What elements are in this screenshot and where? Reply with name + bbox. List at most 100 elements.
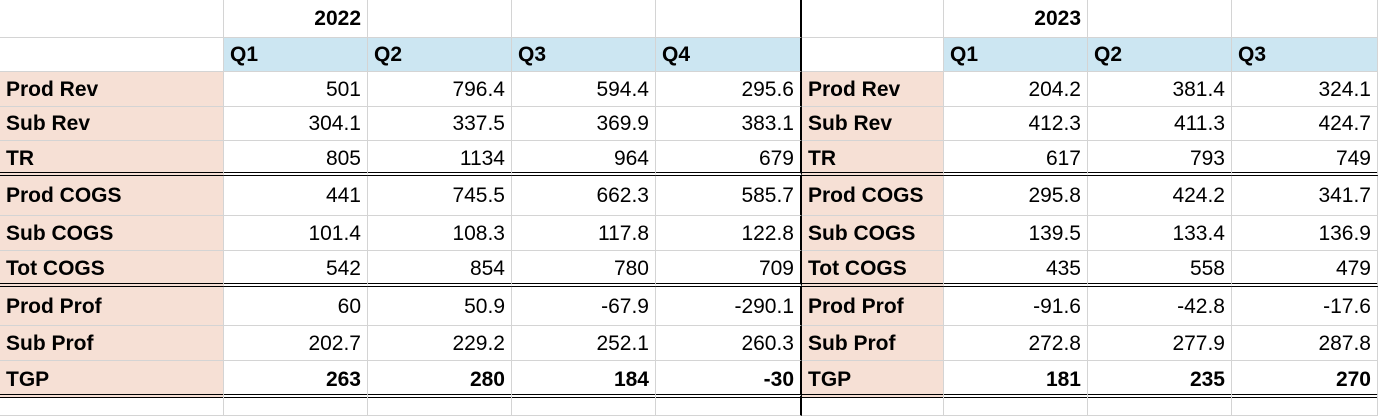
left-row-label[interactable]: Prod Prof: [0, 287, 224, 326]
right-value-cell[interactable]: 749: [1232, 141, 1378, 176]
left-value-cell[interactable]: 60: [224, 287, 368, 326]
right-value-cell[interactable]: 181: [944, 361, 1088, 398]
left-value-cell[interactable]: 709: [656, 251, 802, 287]
right-quarter-header[interactable]: Q2: [1088, 38, 1232, 72]
left-value-cell[interactable]: -67.9: [512, 287, 656, 326]
left-value-cell[interactable]: 1134: [368, 141, 512, 176]
left-quarter-header[interactable]: Q3: [512, 38, 656, 72]
right-value-cell[interactable]: 435: [944, 251, 1088, 287]
right-quarter-header[interactable]: Q3: [1232, 38, 1378, 72]
left-cell[interactable]: [0, 38, 224, 72]
right-cell[interactable]: [1232, 0, 1378, 38]
right-year-header[interactable]: 2023: [944, 0, 1088, 38]
left-value-cell[interactable]: 796.4: [368, 72, 512, 107]
left-value-cell[interactable]: 295.6: [656, 72, 802, 107]
right-value-cell[interactable]: 381.4: [1088, 72, 1232, 107]
left-value-cell[interactable]: 252.1: [512, 326, 656, 361]
left-value-cell[interactable]: 441: [224, 176, 368, 216]
right-value-cell[interactable]: 235: [1088, 361, 1232, 398]
left-value-cell[interactable]: 184: [512, 361, 656, 398]
right-value-cell[interactable]: 411.3: [1088, 107, 1232, 141]
left-row-label[interactable]: Sub COGS: [0, 216, 224, 251]
right-value-cell[interactable]: 295.8: [944, 176, 1088, 216]
left-year-header[interactable]: 2022: [224, 0, 368, 38]
right-value-cell[interactable]: 341.7: [1232, 176, 1378, 216]
right-value-cell[interactable]: 204.2: [944, 72, 1088, 107]
right-value-cell[interactable]: 272.8: [944, 326, 1088, 361]
right-row-label[interactable]: Prod Rev: [802, 72, 944, 107]
left-value-cell[interactable]: 108.3: [368, 216, 512, 251]
left-quarter-header[interactable]: Q4: [656, 38, 802, 72]
right-empty-cell[interactable]: [1232, 396, 1378, 416]
right-row-label[interactable]: TGP: [802, 361, 944, 398]
left-row-label[interactable]: Prod Rev: [0, 72, 224, 107]
right-value-cell[interactable]: 324.1: [1232, 72, 1378, 107]
left-value-cell[interactable]: 280: [368, 361, 512, 398]
right-cell[interactable]: [1088, 0, 1232, 38]
right-row-label[interactable]: TR: [802, 141, 944, 176]
left-value-cell[interactable]: 805: [224, 141, 368, 176]
left-row-label[interactable]: Sub Rev: [0, 107, 224, 141]
left-row-label[interactable]: Tot COGS: [0, 251, 224, 287]
left-value-cell[interactable]: 662.3: [512, 176, 656, 216]
left-cell[interactable]: [368, 0, 512, 38]
left-value-cell[interactable]: 260.3: [656, 326, 802, 361]
left-value-cell[interactable]: 542: [224, 251, 368, 287]
left-row-label[interactable]: Sub Prof: [0, 326, 224, 361]
right-empty-cell[interactable]: [802, 396, 944, 416]
right-empty-cell[interactable]: [1088, 396, 1232, 416]
left-cell[interactable]: [0, 0, 224, 38]
left-empty-cell[interactable]: [512, 396, 656, 416]
left-value-cell[interactable]: 50.9: [368, 287, 512, 326]
left-value-cell[interactable]: -290.1: [656, 287, 802, 326]
left-row-label[interactable]: TR: [0, 141, 224, 176]
right-row-label[interactable]: Sub Rev: [802, 107, 944, 141]
left-row-label[interactable]: TGP: [0, 361, 224, 398]
left-value-cell[interactable]: 383.1: [656, 107, 802, 141]
right-value-cell[interactable]: -42.8: [1088, 287, 1232, 326]
right-value-cell[interactable]: 424.2: [1088, 176, 1232, 216]
left-empty-cell[interactable]: [224, 396, 368, 416]
left-value-cell[interactable]: 964: [512, 141, 656, 176]
right-value-cell[interactable]: 479: [1232, 251, 1378, 287]
left-empty-cell[interactable]: [656, 396, 802, 416]
left-cell[interactable]: [656, 0, 802, 38]
left-value-cell[interactable]: 745.5: [368, 176, 512, 216]
left-empty-cell[interactable]: [368, 396, 512, 416]
right-empty-cell[interactable]: [944, 396, 1088, 416]
left-value-cell[interactable]: 117.8: [512, 216, 656, 251]
right-row-label[interactable]: Prod COGS: [802, 176, 944, 216]
right-value-cell[interactable]: 617: [944, 141, 1088, 176]
left-value-cell[interactable]: 780: [512, 251, 656, 287]
right-value-cell[interactable]: 287.8: [1232, 326, 1378, 361]
left-quarter-header[interactable]: Q1: [224, 38, 368, 72]
right-value-cell[interactable]: 270: [1232, 361, 1378, 398]
left-value-cell[interactable]: 202.7: [224, 326, 368, 361]
left-row-label[interactable]: Prod COGS: [0, 176, 224, 216]
left-value-cell[interactable]: 304.1: [224, 107, 368, 141]
left-cell[interactable]: [512, 0, 656, 38]
right-quarter-header[interactable]: Q1: [944, 38, 1088, 72]
left-value-cell[interactable]: 229.2: [368, 326, 512, 361]
left-empty-cell[interactable]: [0, 396, 224, 416]
left-value-cell[interactable]: 854: [368, 251, 512, 287]
right-row-label[interactable]: Sub COGS: [802, 216, 944, 251]
left-value-cell[interactable]: -30: [656, 361, 802, 398]
right-row-label[interactable]: Tot COGS: [802, 251, 944, 287]
left-value-cell[interactable]: 369.9: [512, 107, 656, 141]
right-value-cell[interactable]: -91.6: [944, 287, 1088, 326]
left-value-cell[interactable]: 679: [656, 141, 802, 176]
left-value-cell[interactable]: 263: [224, 361, 368, 398]
right-value-cell[interactable]: 412.3: [944, 107, 1088, 141]
left-value-cell[interactable]: 594.4: [512, 72, 656, 107]
left-value-cell[interactable]: 101.4: [224, 216, 368, 251]
right-row-label[interactable]: Sub Prof: [802, 326, 944, 361]
right-cell[interactable]: [802, 0, 944, 38]
left-value-cell[interactable]: 122.8: [656, 216, 802, 251]
left-quarter-header[interactable]: Q2: [368, 38, 512, 72]
left-value-cell[interactable]: 585.7: [656, 176, 802, 216]
right-value-cell[interactable]: 139.5: [944, 216, 1088, 251]
left-value-cell[interactable]: 337.5: [368, 107, 512, 141]
right-value-cell[interactable]: 793: [1088, 141, 1232, 176]
right-cell[interactable]: [802, 38, 944, 72]
